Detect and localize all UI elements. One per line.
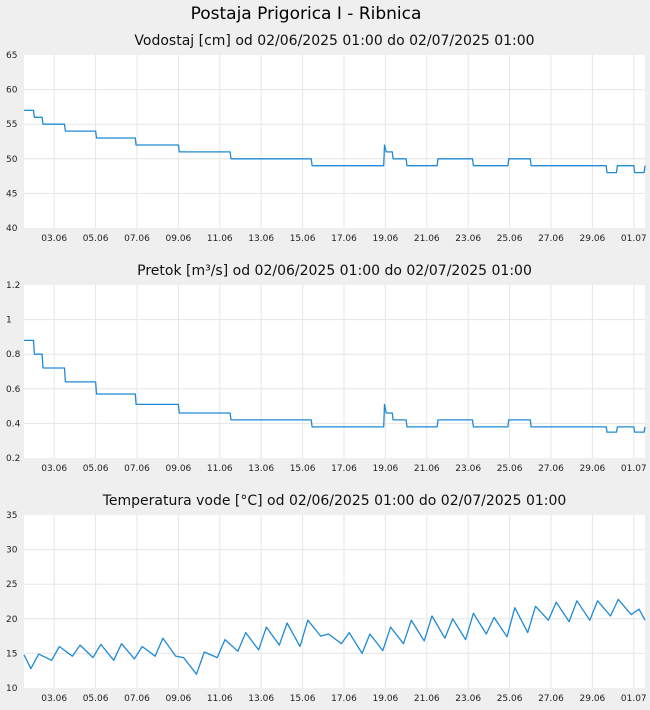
x-tick-label: 09.06 <box>166 234 192 244</box>
y-tick-label: 45 <box>6 189 17 199</box>
x-tick-label: 09.06 <box>166 694 192 704</box>
plot-area <box>24 285 645 458</box>
x-tick-label: 11.06 <box>207 234 233 244</box>
x-tick-label: 07.06 <box>124 234 150 244</box>
x-tick-label: 21.06 <box>414 464 440 474</box>
series-line <box>24 339 646 433</box>
plot-area <box>24 55 645 228</box>
y-tick-label: 40 <box>6 224 18 234</box>
x-tick-label: 03.06 <box>41 464 67 474</box>
x-tick-label: 03.06 <box>41 694 67 704</box>
chart-title: Temperatura vode [°C] od 02/06/2025 01:0… <box>102 493 567 509</box>
chart-title: Vodostaj [cm] od 02/06/2025 01:00 do 02/… <box>134 33 534 49</box>
x-tick-label: 19.06 <box>373 234 399 244</box>
x-tick-label: 11.06 <box>207 694 233 704</box>
x-tick-label: 17.06 <box>331 464 357 474</box>
x-tick-label: 15.06 <box>290 464 316 474</box>
x-tick-label: 23.06 <box>455 234 481 244</box>
y-tick-label: 60 <box>6 86 18 96</box>
x-tick-label: 29.06 <box>580 234 606 244</box>
x-tick-label: 19.06 <box>373 694 399 704</box>
y-tick-label: 1.2 <box>6 281 20 291</box>
x-tick-label: 15.06 <box>290 694 316 704</box>
x-tick-label: 05.06 <box>83 694 109 704</box>
x-tick-label: 19.06 <box>373 464 399 474</box>
x-tick-label: 13.06 <box>248 694 274 704</box>
page-title: Postaja Prigorica I - Ribnica <box>190 4 422 24</box>
x-tick-label: 17.06 <box>331 234 357 244</box>
plot-area <box>24 515 645 688</box>
y-tick-label: 50 <box>6 155 18 165</box>
x-tick-label: 23.06 <box>455 694 481 704</box>
y-tick-label: 0.8 <box>6 350 21 360</box>
y-tick-label: 25 <box>6 580 17 590</box>
x-tick-label: 03.06 <box>41 234 67 244</box>
x-tick-label: 01.07 <box>621 464 647 474</box>
y-tick-label: 65 <box>6 51 17 61</box>
x-tick-label: 15.06 <box>290 234 316 244</box>
chart-panel-3: Temperatura vode [°C] od 02/06/2025 01:0… <box>6 493 647 704</box>
y-tick-label: 1 <box>6 316 12 326</box>
x-tick-label: 13.06 <box>248 234 274 244</box>
series-line <box>24 109 646 174</box>
chart-title: Pretok [m³/s] od 02/06/2025 01:00 do 02/… <box>137 263 532 279</box>
x-tick-label: 07.06 <box>124 694 150 704</box>
x-tick-label: 23.06 <box>455 464 481 474</box>
x-tick-label: 11.06 <box>207 464 233 474</box>
x-tick-label: 27.06 <box>538 694 564 704</box>
x-tick-label: 29.06 <box>580 694 606 704</box>
x-tick-label: 09.06 <box>166 464 192 474</box>
chart-panel-1: Vodostaj [cm] od 02/06/2025 01:00 do 02/… <box>6 33 647 244</box>
x-tick-label: 25.06 <box>497 234 523 244</box>
y-tick-label: 35 <box>6 511 17 521</box>
y-tick-label: 0.6 <box>6 385 21 395</box>
y-tick-label: 15 <box>6 649 17 659</box>
series-line <box>23 598 646 675</box>
y-tick-label: 0.2 <box>6 454 20 464</box>
y-tick-label: 20 <box>6 615 18 625</box>
x-tick-label: 27.06 <box>538 234 564 244</box>
y-tick-label: 0.4 <box>6 419 21 429</box>
x-tick-label: 21.06 <box>414 234 440 244</box>
x-tick-label: 25.06 <box>497 464 523 474</box>
x-tick-label: 01.07 <box>621 234 647 244</box>
x-tick-label: 07.06 <box>124 464 150 474</box>
x-tick-label: 25.06 <box>497 694 523 704</box>
y-tick-label: 55 <box>6 120 17 130</box>
x-tick-label: 01.07 <box>621 694 647 704</box>
x-tick-label: 29.06 <box>580 464 606 474</box>
x-tick-label: 21.06 <box>414 694 440 704</box>
y-tick-label: 30 <box>6 546 18 556</box>
chart-panel-2: Pretok [m³/s] od 02/06/2025 01:00 do 02/… <box>6 263 647 474</box>
y-tick-label: 10 <box>6 684 18 694</box>
x-tick-label: 05.06 <box>83 234 109 244</box>
x-tick-label: 05.06 <box>83 464 109 474</box>
x-tick-label: 27.06 <box>538 464 564 474</box>
x-tick-label: 13.06 <box>248 464 274 474</box>
x-tick-label: 17.06 <box>331 694 357 704</box>
